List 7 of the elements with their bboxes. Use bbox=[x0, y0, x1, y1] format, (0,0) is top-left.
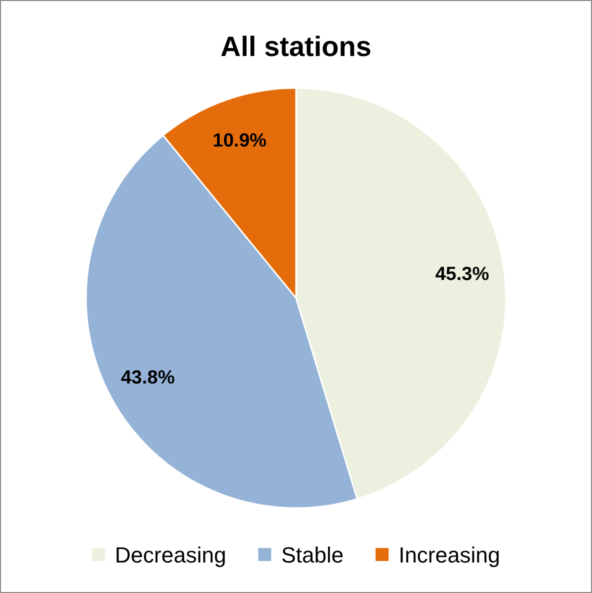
data-label: 43.8% bbox=[120, 368, 175, 389]
data-label: 45.3% bbox=[435, 264, 490, 285]
legend-label: Decreasing bbox=[114, 542, 226, 568]
chart-title: All stations bbox=[220, 31, 372, 62]
legend-label: Increasing bbox=[398, 542, 500, 568]
data-label: 10.9% bbox=[212, 130, 267, 152]
legend-label: Stable bbox=[281, 542, 344, 568]
